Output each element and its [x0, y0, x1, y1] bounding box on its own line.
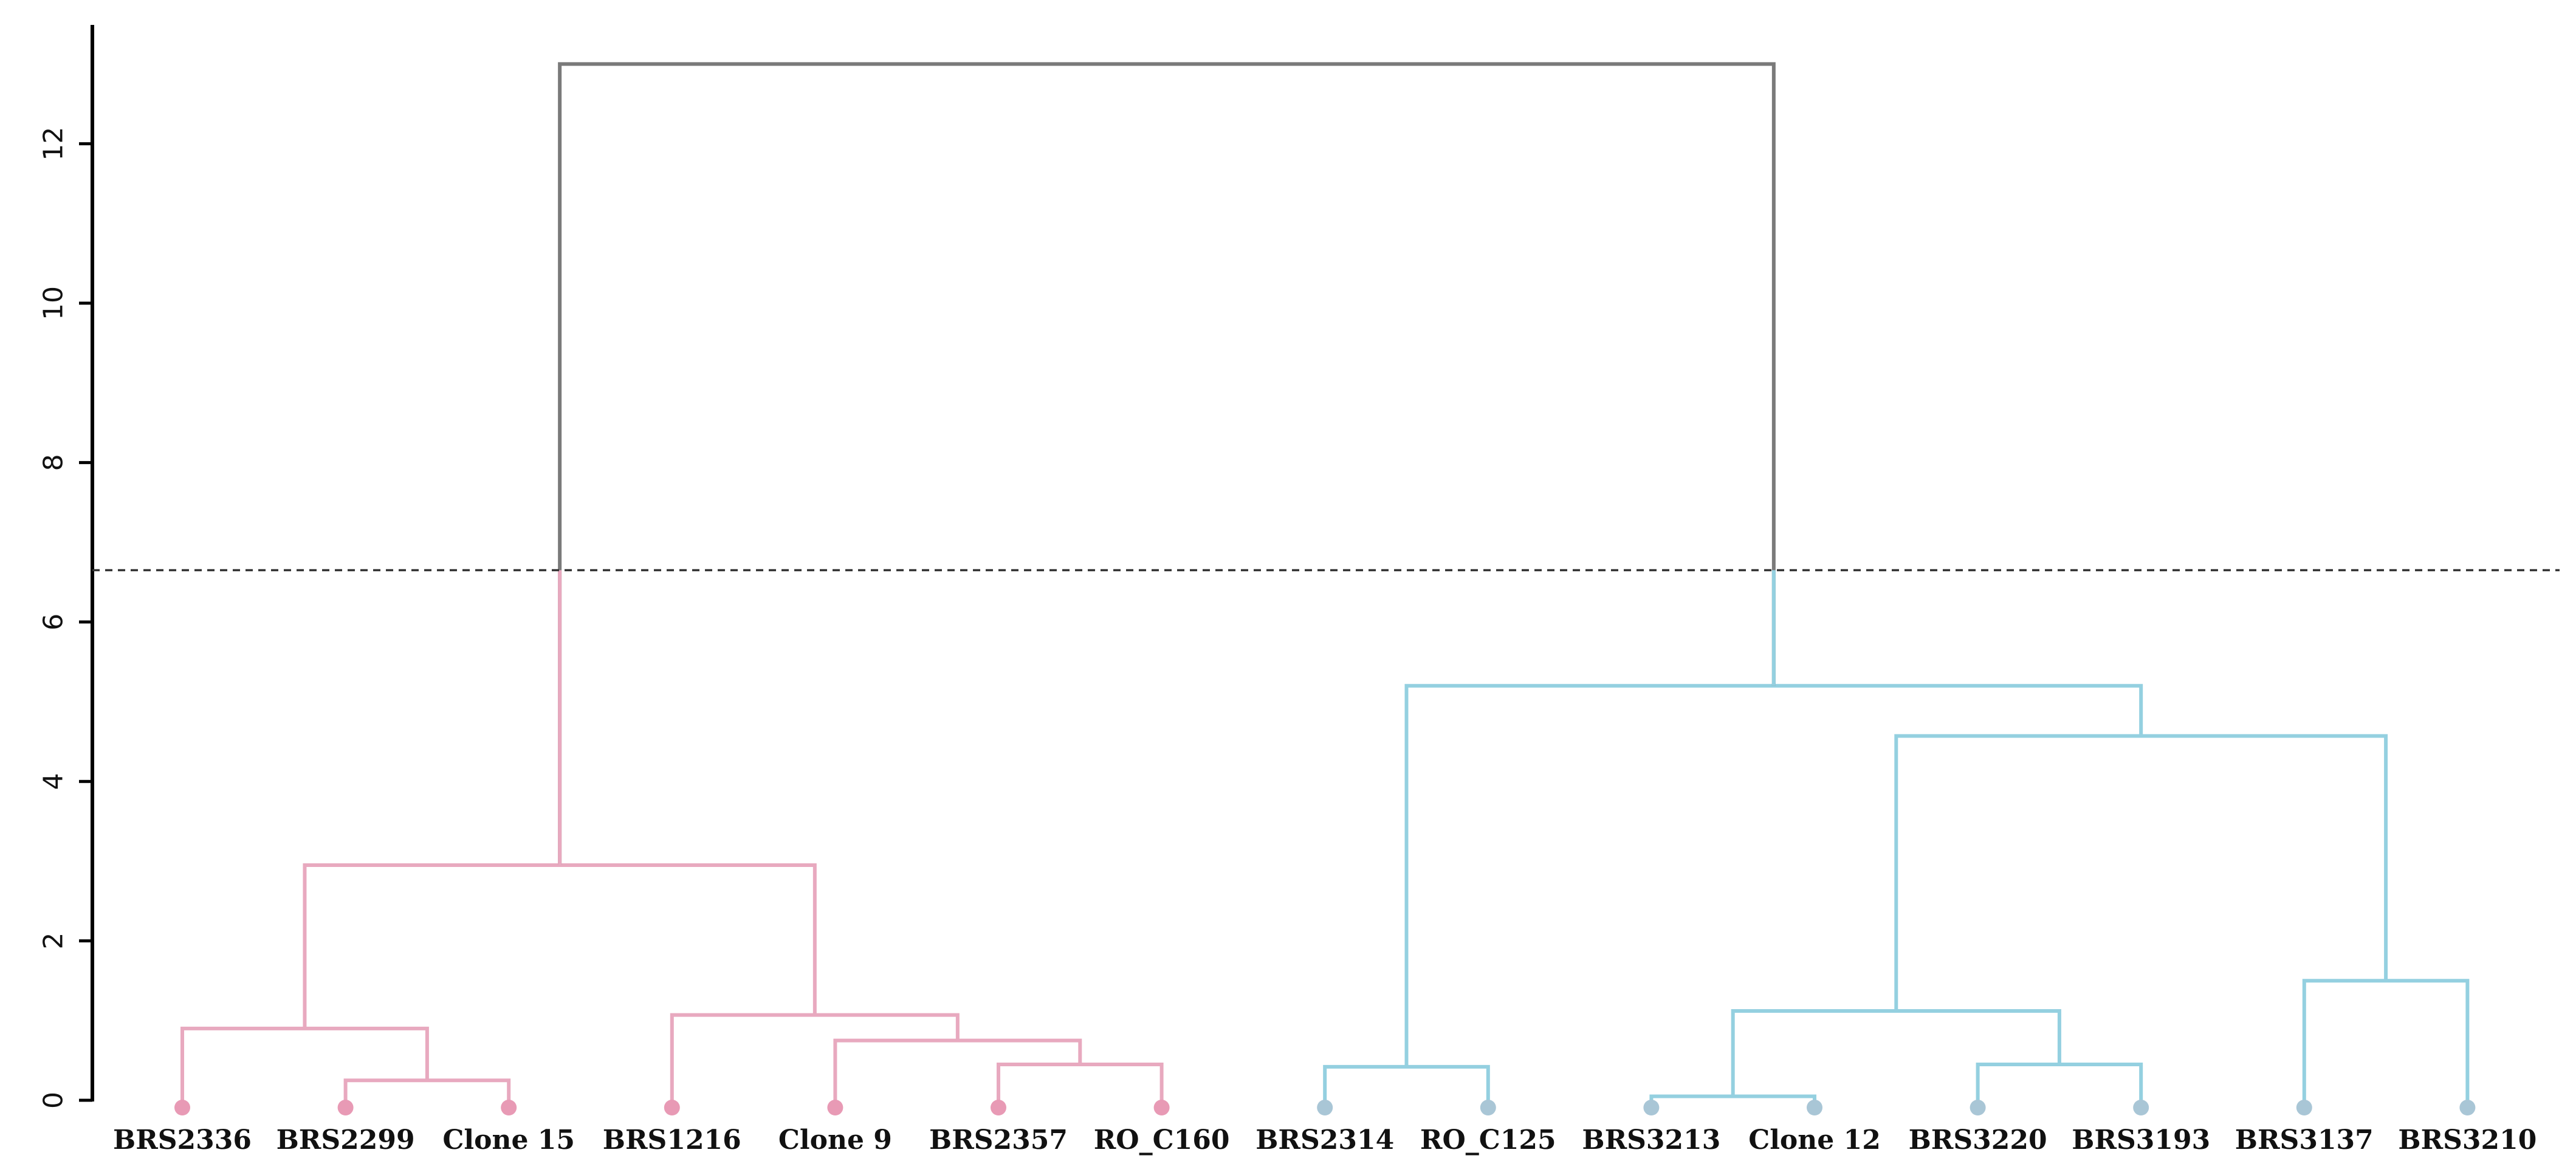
leaf-marker-11	[1970, 1100, 1986, 1115]
leaf-marker-9	[1643, 1100, 1660, 1115]
leaf-label-10: Clone 12	[1748, 1125, 1881, 1156]
merge-link-1	[180, 1026, 429, 1100]
y-axis: 0 2 4 6 8 10 12	[38, 25, 94, 1109]
leaf-marker-5	[991, 1100, 1006, 1115]
leaf-label-11: BRS3220	[1909, 1125, 2047, 1156]
leaf-marker-12	[2133, 1100, 2149, 1115]
leaf-label-13: BRS3137	[2235, 1125, 2374, 1156]
merge-link-10	[2302, 979, 2470, 1100]
leaf-label-0: BRS2336	[113, 1125, 252, 1156]
leaf-marker-2	[501, 1100, 517, 1115]
leaf-marker-3	[664, 1100, 680, 1115]
leaf-label-14: BRS3210	[2398, 1125, 2537, 1156]
merge-link-9	[1731, 1009, 2061, 1097]
y-tick-label-8: 8	[38, 454, 69, 471]
leaf-marker-8	[1480, 1100, 1496, 1115]
y-tick-label-10: 10	[38, 286, 69, 320]
leaf-label-2: Clone 15	[442, 1125, 575, 1156]
leaf-marker-14	[2459, 1100, 2476, 1115]
leaf-marker-6	[1153, 1100, 1170, 1115]
leaf-marker-4	[827, 1100, 843, 1115]
merge-link-4	[670, 1013, 960, 1100]
merge-link-5	[303, 863, 817, 1029]
y-tick-label-2: 2	[38, 933, 69, 950]
leaf-marker-0	[174, 1100, 190, 1115]
merge-link-6	[1323, 1064, 1490, 1100]
leaf-label-9: BRS3213	[1582, 1125, 1720, 1156]
leaf-labels: BRS2336 BRS2299 Clone 15 BRS1216 Clone 9 BRS2…	[113, 1125, 2537, 1156]
leaf-marker-7	[1317, 1100, 1333, 1115]
leaf-label-12: BRS3193	[2072, 1125, 2210, 1156]
merge-link-0	[343, 1078, 511, 1100]
leaf-label-6: RO_C160	[1094, 1125, 1230, 1156]
leaf-markers	[174, 1100, 2476, 1115]
merge-link-2	[997, 1062, 1164, 1100]
leaf-label-1: BRS2299	[276, 1125, 415, 1156]
merge-link-8	[1976, 1062, 2143, 1100]
leaf-label-8: RO_C125	[1420, 1125, 1556, 1156]
merge-link-7	[1649, 1094, 1816, 1100]
y-tick-label-12: 12	[38, 127, 69, 161]
y-tick-label-4: 4	[38, 773, 69, 790]
y-tick-label-0: 0	[38, 1092, 69, 1109]
leaf-label-7: BRS2314	[1255, 1125, 1394, 1156]
merge-link-13	[558, 62, 1776, 865]
leaf-marker-13	[2296, 1100, 2312, 1115]
dendrogram-tree	[180, 62, 2470, 1100]
merge-link-11	[1894, 734, 2388, 1012]
y-tick-label-6: 6	[38, 614, 69, 631]
leaf-marker-1	[337, 1100, 354, 1115]
leaf-marker-10	[1807, 1100, 1822, 1115]
leaf-label-3: BRS1216	[603, 1125, 741, 1156]
leaf-label-5: BRS2357	[929, 1125, 1068, 1156]
leaf-label-4: Clone 9	[778, 1125, 892, 1156]
merge-link-3	[833, 1038, 1082, 1100]
